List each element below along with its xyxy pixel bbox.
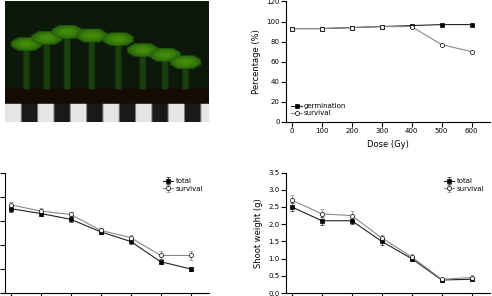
survival bbox=[439, 43, 445, 46]
Y-axis label: Percentage (%): Percentage (%) bbox=[251, 29, 261, 94]
survival bbox=[319, 27, 325, 30]
germination bbox=[319, 27, 325, 30]
germination bbox=[349, 26, 355, 29]
X-axis label: Dose (Gy): Dose (Gy) bbox=[367, 140, 409, 149]
Legend: total, survival: total, survival bbox=[442, 176, 486, 194]
germination bbox=[379, 25, 385, 28]
survival bbox=[468, 50, 474, 54]
Legend: total, survival: total, survival bbox=[161, 176, 205, 194]
survival bbox=[379, 25, 385, 28]
germination bbox=[409, 24, 415, 27]
Line: germination: germination bbox=[290, 22, 474, 31]
Y-axis label: Shoot weight (g): Shoot weight (g) bbox=[254, 198, 263, 268]
survival bbox=[289, 27, 295, 30]
Legend: germination, survival: germination, survival bbox=[289, 101, 348, 118]
germination bbox=[468, 23, 474, 26]
germination bbox=[439, 23, 445, 26]
Line: survival: survival bbox=[290, 25, 474, 54]
survival bbox=[349, 26, 355, 29]
germination bbox=[289, 27, 295, 30]
survival bbox=[409, 25, 415, 28]
